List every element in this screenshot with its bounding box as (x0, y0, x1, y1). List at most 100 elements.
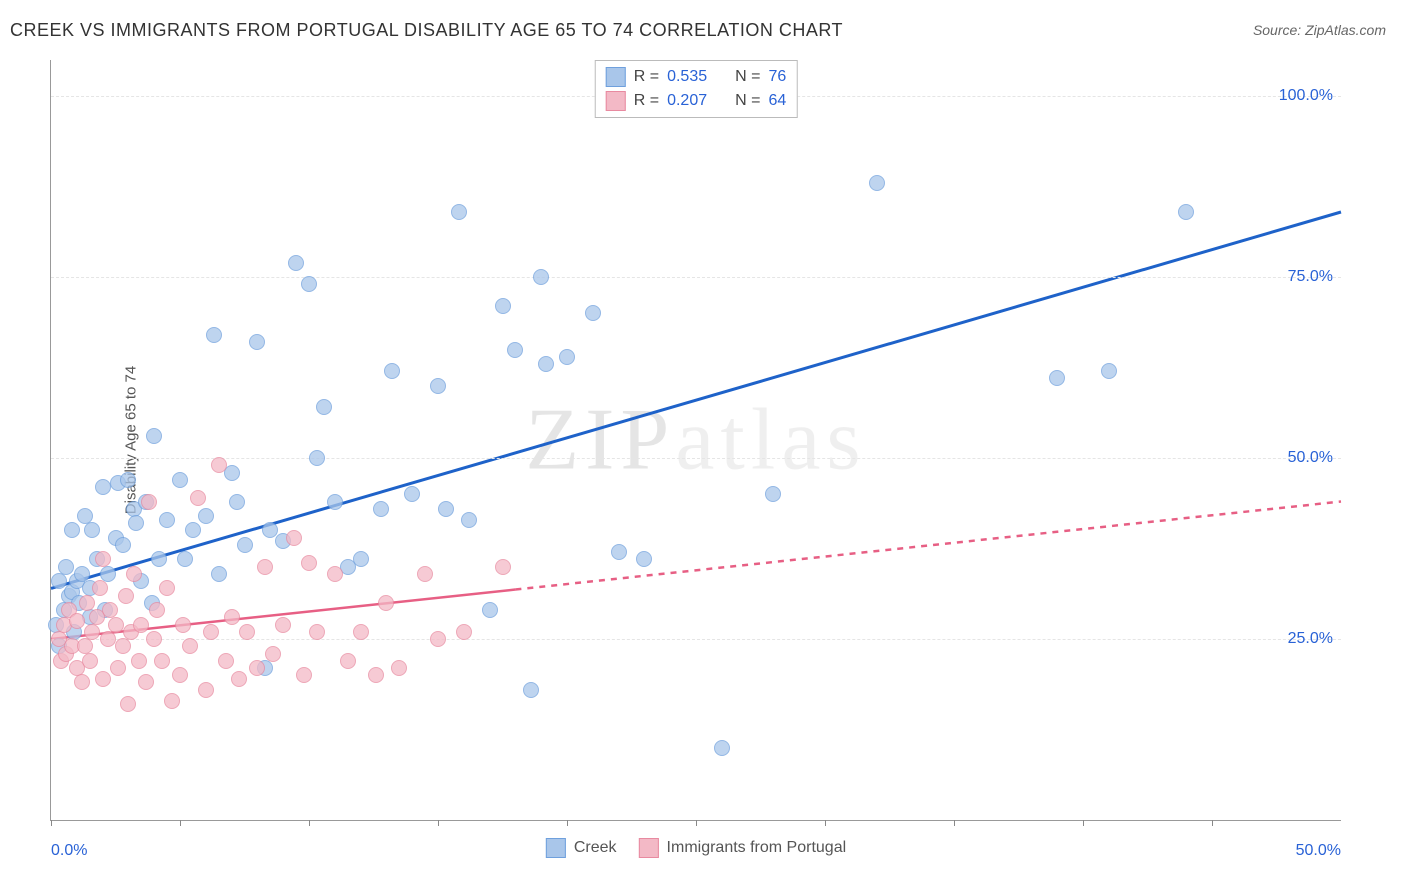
scatter-point (275, 617, 291, 633)
scatter-point (559, 349, 575, 365)
scatter-point (316, 399, 332, 415)
scatter-point (249, 660, 265, 676)
source-attribution: Source: ZipAtlas.com (1253, 22, 1386, 38)
scatter-point (636, 551, 652, 567)
scatter-point (327, 566, 343, 582)
y-tick-label: 75.0% (1288, 268, 1333, 286)
scatter-point (120, 696, 136, 712)
series-legend: Creek Immigrants from Portugal (546, 838, 846, 858)
scatter-point (224, 609, 240, 625)
scatter-point (133, 617, 149, 633)
legend-item: Immigrants from Portugal (639, 838, 847, 858)
scatter-point (185, 522, 201, 538)
scatter-point (198, 682, 214, 698)
scatter-point (456, 624, 472, 640)
scatter-point (430, 378, 446, 394)
scatter-point (229, 494, 245, 510)
scatter-point (237, 537, 253, 553)
scatter-point (131, 653, 147, 669)
scatter-point (507, 342, 523, 358)
scatter-point (384, 363, 400, 379)
scatter-point (430, 631, 446, 647)
scatter-point (108, 617, 124, 633)
scatter-point (1178, 204, 1194, 220)
scatter-point (239, 624, 255, 640)
scatter-point (128, 515, 144, 531)
scatter-point (1049, 370, 1065, 386)
scatter-point (82, 653, 98, 669)
scatter-point (118, 588, 134, 604)
scatter-point (211, 566, 227, 582)
scatter-point (177, 551, 193, 567)
scatter-point (120, 472, 136, 488)
x-tick (51, 820, 52, 826)
scatter-point (1101, 363, 1117, 379)
x-tick-label: 50.0% (1296, 842, 1341, 860)
scatter-point (159, 580, 175, 596)
y-axis-label: Disability Age 65 to 74 (123, 366, 140, 514)
x-tick (567, 820, 568, 826)
scatter-point (198, 508, 214, 524)
scatter-point (138, 674, 154, 690)
scatter-point (482, 602, 498, 618)
gridline (51, 458, 1341, 459)
scatter-point (404, 486, 420, 502)
scatter-point (95, 551, 111, 567)
x-tick (1083, 820, 1084, 826)
scatter-point (172, 472, 188, 488)
scatter-point (249, 334, 265, 350)
scatter-point (340, 653, 356, 669)
scatter-point (286, 530, 302, 546)
scatter-point (159, 512, 175, 528)
scatter-point (154, 653, 170, 669)
scatter-point (417, 566, 433, 582)
scatter-point (182, 638, 198, 654)
scatter-point (301, 555, 317, 571)
scatter-point (438, 501, 454, 517)
x-tick (180, 820, 181, 826)
scatter-point (523, 682, 539, 698)
scatter-point (95, 479, 111, 495)
x-tick (1212, 820, 1213, 826)
scatter-point (538, 356, 554, 372)
scatter-point (585, 305, 601, 321)
scatter-point (126, 566, 142, 582)
scatter-point (218, 653, 234, 669)
watermark: ZIPatlas (525, 390, 866, 491)
stats-legend: R = 0.535N = 76R = 0.207N = 64 (595, 60, 798, 118)
scatter-point (368, 667, 384, 683)
y-tick-label: 50.0% (1288, 449, 1333, 467)
scatter-point (288, 255, 304, 271)
x-tick-label: 0.0% (51, 842, 87, 860)
scatter-point (95, 671, 111, 687)
scatter-point (495, 559, 511, 575)
regression-lines (51, 60, 1341, 820)
scatter-point (149, 602, 165, 618)
scatter-point (533, 269, 549, 285)
legend-item: Creek (546, 838, 617, 858)
scatter-point (211, 457, 227, 473)
scatter-point (869, 175, 885, 191)
scatter-point (164, 693, 180, 709)
scatter-point (451, 204, 467, 220)
scatter-point (64, 522, 80, 538)
gridline (51, 277, 1341, 278)
scatter-point (146, 631, 162, 647)
x-tick (696, 820, 697, 826)
scatter-point (378, 595, 394, 611)
scatter-point (100, 631, 116, 647)
scatter-point (327, 494, 343, 510)
scatter-point (309, 624, 325, 640)
scatter-point (69, 613, 85, 629)
scatter-point (309, 450, 325, 466)
scatter-point (115, 638, 131, 654)
y-tick-label: 100.0% (1279, 87, 1333, 105)
x-tick (309, 820, 310, 826)
scatter-point (146, 428, 162, 444)
scatter-point (231, 671, 247, 687)
x-tick (954, 820, 955, 826)
scatter-point (190, 490, 206, 506)
scatter-point (151, 551, 167, 567)
y-tick-label: 25.0% (1288, 630, 1333, 648)
scatter-point (79, 595, 95, 611)
